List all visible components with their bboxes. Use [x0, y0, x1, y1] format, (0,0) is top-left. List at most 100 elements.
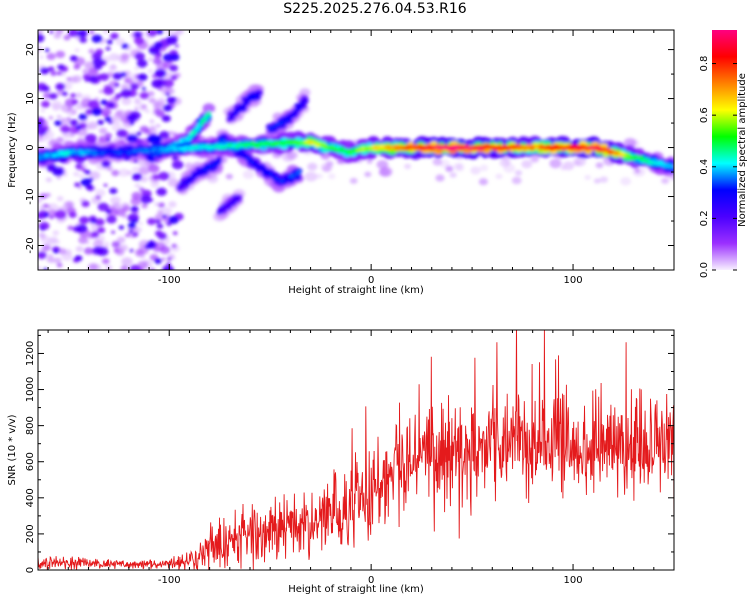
spectral-amplitude-point: [45, 255, 55, 263]
spectral-amplitude-point: [120, 88, 132, 98]
spectral-amplitude-point: [67, 225, 74, 231]
spectral-amplitude-point: [63, 34, 71, 41]
spectral-amplitude-point: [68, 211, 77, 218]
spectral-amplitude-point: [279, 179, 284, 183]
spectral-amplitude-point: [150, 181, 160, 188]
spectral-amplitude-point: [334, 148, 339, 152]
spectral-amplitude-point: [188, 135, 193, 139]
spectral-amplitude-point: [55, 50, 66, 59]
spectral-amplitude-point: [422, 145, 429, 150]
spectral-amplitude-point: [508, 145, 514, 150]
spectral-amplitude-point: [85, 109, 93, 115]
spectral-amplitude-point: [88, 48, 95, 54]
colorbar-tick-label: 0.0: [699, 262, 710, 278]
spectral-amplitude-point: [207, 144, 212, 148]
spectral-amplitude-point: [238, 105, 245, 111]
spectral-amplitude-point: [49, 93, 58, 100]
spectral-amplitude-point: [144, 250, 149, 254]
spectral-amplitude-point: [212, 144, 217, 149]
spectral-amplitude-point: [202, 167, 209, 172]
spectral-amplitude-point: [103, 213, 109, 218]
spectral-amplitude-point: [134, 66, 140, 71]
spectral-amplitude-point: [106, 149, 113, 155]
spectral-amplitude-point: [161, 115, 171, 122]
spectral-amplitude-point: [132, 166, 140, 173]
spectral-amplitude-point: [141, 104, 147, 109]
spectral-amplitude-point: [314, 143, 320, 148]
spectral-amplitude-point: [297, 170, 302, 174]
spectral-amplitude-point: [39, 226, 46, 231]
spectral-amplitude-point: [445, 165, 454, 172]
spectral-amplitude-point: [84, 77, 91, 82]
spectral-amplitude-point: [618, 153, 624, 158]
spectral-amplitude-point: [47, 203, 59, 212]
spectral-amplitude-point: [584, 175, 591, 180]
spectrogram-y-tick-label: 0: [25, 144, 36, 150]
spectral-amplitude-point: [349, 177, 358, 184]
spectral-amplitude-point: [147, 30, 158, 37]
spectral-amplitude-point: [202, 103, 216, 114]
spectral-amplitude-point: [340, 147, 345, 151]
spectral-amplitude-point: [648, 160, 655, 166]
spectral-amplitude-point: [134, 248, 146, 257]
spectral-amplitude-point: [366, 159, 373, 164]
spectral-amplitude-point: [576, 146, 583, 151]
spectral-amplitude-point: [106, 39, 113, 45]
spectral-amplitude-point: [634, 168, 641, 174]
spectral-amplitude-point: [623, 138, 637, 148]
spectral-amplitude-point: [595, 162, 604, 169]
spectral-amplitude-point: [435, 174, 445, 182]
spectral-amplitude-point: [606, 148, 611, 152]
spectral-amplitude-point: [300, 142, 305, 146]
spectral-amplitude-point: [92, 240, 104, 249]
spectral-amplitude-point: [255, 143, 261, 148]
snr-x-tick-label: 100: [564, 575, 583, 586]
spectral-amplitude-point: [69, 55, 78, 62]
spectral-amplitude-point: [151, 79, 163, 89]
spectral-amplitude-point: [181, 147, 188, 152]
spectral-amplitude-point: [141, 149, 146, 154]
spectral-amplitude-point: [149, 119, 154, 123]
spectral-amplitude-point: [133, 159, 138, 163]
spectral-amplitude-point: [132, 232, 138, 237]
spectral-amplitude-point: [275, 122, 281, 126]
spectral-amplitude-point: [97, 226, 106, 234]
spectral-amplitude-point: [316, 173, 323, 179]
spectral-amplitude-point: [132, 149, 137, 153]
spectral-amplitude-point: [47, 66, 55, 72]
spectral-amplitude-point: [75, 92, 83, 99]
spectral-amplitude-point: [120, 140, 124, 143]
spectral-amplitude-point: [106, 138, 111, 142]
spectral-amplitude-point: [106, 215, 117, 224]
spectral-amplitude-point: [109, 187, 118, 195]
spectral-amplitude-point: [41, 85, 50, 92]
spectral-amplitude-point: [129, 249, 134, 253]
spectral-amplitude-point: [265, 141, 270, 144]
spectral-amplitude-point: [479, 164, 489, 172]
spectral-amplitude-point: [599, 176, 608, 183]
spectral-amplitude-point: [41, 100, 50, 108]
spectral-amplitude-point: [174, 141, 179, 145]
spectral-amplitude-point: [94, 218, 105, 226]
spectral-amplitude-point: [537, 148, 545, 155]
spectral-amplitude-point: [78, 236, 88, 244]
spectral-amplitude-point: [39, 55, 44, 59]
spectral-amplitude-point: [87, 68, 99, 77]
spectral-amplitude-point: [211, 162, 218, 167]
spectral-amplitude-point: [171, 142, 176, 146]
spectral-amplitude-point: [249, 160, 255, 165]
spectral-amplitude-point: [529, 146, 535, 151]
spectral-amplitude-point: [668, 164, 673, 168]
spectral-amplitude-point: [283, 176, 288, 181]
spectral-amplitude-point: [110, 32, 119, 40]
spectral-amplitude-point: [138, 221, 144, 226]
spectral-amplitude-point: [225, 173, 233, 180]
spectral-amplitude-point: [56, 263, 63, 268]
spectral-amplitude-point: [167, 257, 172, 261]
spectral-amplitude-point: [594, 145, 601, 151]
spectral-amplitude-point: [44, 153, 49, 158]
spectral-amplitude-point: [530, 156, 539, 163]
spectral-amplitude-point: [131, 191, 142, 200]
spectral-amplitude-point: [248, 142, 253, 147]
